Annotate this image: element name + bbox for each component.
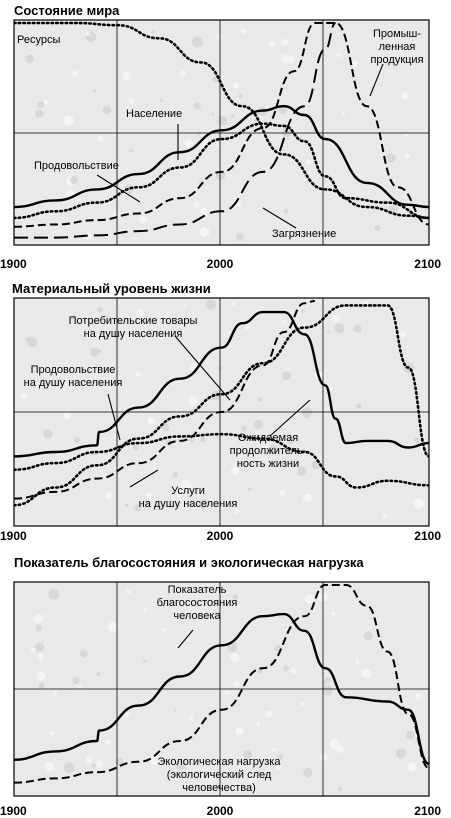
- annotation-text: благосостояния: [157, 597, 238, 609]
- annotation-1: Ресурсы: [17, 34, 60, 46]
- annotation-text: человечества): [182, 782, 256, 794]
- x-tick-label: 2100: [414, 257, 441, 271]
- annotation-text: ленная: [379, 41, 416, 53]
- annotation-4: Продовольствие: [34, 160, 141, 203]
- series-line-1: [14, 612, 429, 766]
- leader-line: [107, 393, 121, 441]
- annotation-text: ность жизни: [237, 458, 299, 470]
- series-line-2: [14, 104, 429, 209]
- series-line-3: [14, 122, 429, 220]
- annotation-text: на душу населения: [139, 498, 238, 510]
- annotation-3: Население: [126, 108, 182, 160]
- x-tick-label: 1900: [0, 257, 27, 271]
- annotation-text: Население: [126, 108, 182, 120]
- leader-line: [129, 469, 159, 488]
- annotation-11: Экологическая нагрузка(экологический сле…: [158, 756, 282, 794]
- x-tick-label: 1900: [0, 529, 27, 543]
- chart-title: Материальный уровень жизни: [12, 281, 211, 296]
- plot-area: [13, 19, 430, 246]
- annotation-text: продукция: [370, 54, 423, 66]
- x-tick-label: 2100: [414, 529, 441, 543]
- plot-texture: [26, 588, 422, 792]
- series-line-2: [14, 432, 429, 489]
- annotation-text: Продовольствие: [31, 364, 116, 376]
- x-tick-label: 1900: [0, 804, 27, 818]
- series-line-4: [14, 304, 429, 507]
- annotation-text: человека: [173, 610, 221, 622]
- x-tick-label: 2100: [414, 804, 441, 818]
- annotation-text: Промыш-: [373, 28, 421, 40]
- annotation-5: Загрязнение: [262, 207, 336, 240]
- plot-texture: [20, 299, 425, 519]
- annotation-text: на душу населения: [84, 328, 183, 340]
- x-tick-label: 2000: [207, 257, 234, 271]
- chart-panel-3: Показатель благосостояния и экологическа…: [0, 555, 441, 818]
- annotation-text: на душу населения: [24, 377, 123, 389]
- annotation-text: продолжитель-: [230, 445, 307, 457]
- leader-line: [174, 335, 231, 401]
- series-line-3: [14, 300, 315, 500]
- leader-line: [369, 63, 384, 97]
- annotation-text: Загрязнение: [272, 228, 336, 240]
- annotation-text: Экологическая нагрузка: [158, 756, 282, 768]
- series-line-2: [14, 584, 429, 784]
- chart-panel-2: Материальный уровень жизни 1900 2000 2100: [0, 281, 441, 543]
- annotation-text: Ресурсы: [17, 34, 60, 46]
- annotation-text: Потребительские товары: [69, 315, 198, 327]
- series-line-1: [14, 21, 429, 220]
- annotation-text: Услуги: [171, 485, 205, 497]
- chart-title: Показатель благосостояния и экологическа…: [14, 555, 364, 570]
- chart-panel-1: Состояние мира 1900 2000 2100: [0, 3, 441, 271]
- series-line-5: [14, 22, 337, 239]
- annotation-text: Показатель: [168, 584, 227, 596]
- x-tick-label: 2000: [207, 804, 234, 818]
- annotation-text: (экологический след: [167, 769, 272, 781]
- leader-line: [262, 207, 297, 229]
- plot-texture: [25, 28, 411, 241]
- series-line-4: [14, 22, 429, 228]
- annotation-text: Ожидаемая: [238, 432, 298, 444]
- x-tick-label: 2000: [207, 529, 234, 543]
- leader-line: [96, 174, 141, 203]
- chart-title: Состояние мира: [14, 3, 120, 18]
- leader-line: [177, 629, 194, 649]
- series-line-1: [14, 310, 429, 458]
- leader-line: [269, 399, 311, 437]
- annotation-text: Продовольствие: [34, 160, 119, 172]
